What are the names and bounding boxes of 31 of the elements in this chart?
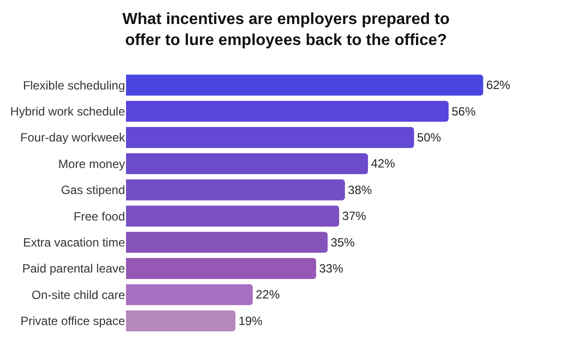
data-label: 37% xyxy=(342,209,367,224)
y-tick-label: Paid parental leave xyxy=(22,262,126,276)
bar xyxy=(126,232,328,253)
data-label: 35% xyxy=(330,235,355,250)
y-tick-label: Four-day workweek xyxy=(20,130,126,145)
y-tick-label: Free food xyxy=(74,209,125,224)
y-tick-label: On-site child care xyxy=(32,288,126,302)
bar xyxy=(126,100,449,122)
bar xyxy=(126,206,340,227)
data-label: 33% xyxy=(319,262,344,276)
data-label: 56% xyxy=(452,104,476,118)
data-label: 22% xyxy=(256,288,280,302)
y-tick-label: Hybrid work schedule xyxy=(10,104,126,118)
data-label: 62% xyxy=(486,78,511,92)
data-label: 38% xyxy=(348,182,372,197)
data-label: 42% xyxy=(370,156,396,171)
data-label: 50% xyxy=(417,130,442,144)
bar xyxy=(126,127,414,148)
y-tick-label: Private office space xyxy=(20,314,126,328)
chart-title: What incentives are employers prepared to offer to lure employees back to the office? xyxy=(122,11,450,49)
y-tick-label: More money xyxy=(58,156,125,171)
bar xyxy=(126,153,368,174)
y-tick-label: Flexible scheduling xyxy=(22,78,125,92)
bar xyxy=(126,179,345,200)
bar xyxy=(126,74,484,96)
y-tick-label: Extra vacation time xyxy=(22,236,126,250)
bar xyxy=(126,258,316,279)
y-tick-label: Gas stipend xyxy=(60,183,125,198)
bar xyxy=(126,284,253,306)
data-label: 19% xyxy=(238,314,263,328)
bar xyxy=(126,310,236,332)
